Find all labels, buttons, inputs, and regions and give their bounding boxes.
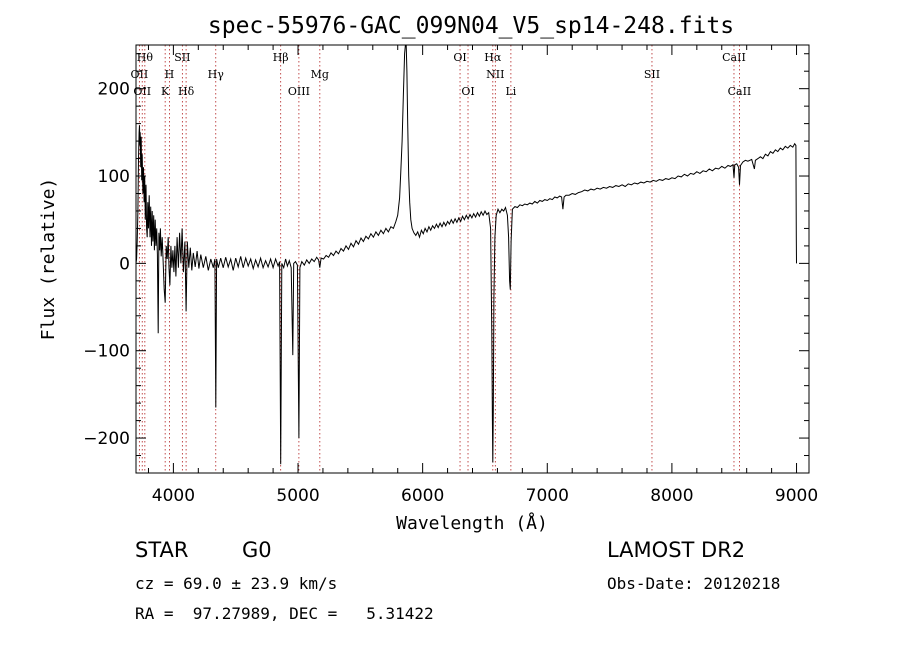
x-axis-label: Wavelength (Å) — [396, 512, 548, 534]
x-tick-label: 9000 — [775, 486, 818, 506]
x-tick-label: 8000 — [650, 486, 693, 506]
marker-label: Hδ — [178, 85, 195, 98]
marker-label: Hγ — [208, 68, 225, 81]
marker-label: Hθ — [137, 51, 154, 64]
marker-label: Hα — [484, 51, 502, 64]
y-axis-label: Flux (relative) — [38, 178, 59, 341]
survey-name: LAMOST DR2 — [607, 538, 746, 562]
object-class: STAR — [135, 538, 189, 562]
y-tick-label: 200 — [98, 80, 130, 100]
marker-label: Hβ — [273, 51, 289, 64]
marker-label: SII — [174, 51, 190, 64]
observation-date: Obs-Date: 20120218 — [607, 574, 781, 593]
marker-label: SII — [644, 68, 660, 81]
marker-label: OIII — [288, 85, 310, 98]
x-tick-label: 6000 — [401, 486, 444, 506]
spectrum-line — [135, 44, 797, 465]
axis-ticks: 4000 5000 6000 7000 8000 9000 −200 −100 0 100 200 — [83, 45, 818, 506]
marker-label: H — [165, 68, 175, 81]
ra-dec: RA = 97.27989, DEC = 5.31422 — [135, 604, 434, 623]
marker-label: OII — [131, 68, 149, 81]
y-tick-label: 100 — [98, 167, 130, 187]
y-tick-label: −200 — [83, 429, 130, 449]
marker-label: OI — [453, 51, 466, 64]
marker-label: K — [161, 85, 170, 98]
marker-label: OI — [461, 85, 474, 98]
line-markers: OIIOIIHθKHSIIHδHγHβOIIIMgOIOIHαNIILiSIIC… — [131, 45, 752, 473]
marker-label: NII — [486, 68, 504, 81]
marker-label: Mg — [311, 68, 329, 81]
y-tick-label: −100 — [83, 342, 130, 362]
x-tick-label: 7000 — [526, 486, 569, 506]
x-tick-label: 4000 — [152, 486, 195, 506]
x-tick-label: 5000 — [276, 486, 319, 506]
plot-frame — [135, 44, 810, 474]
redshift-velocity: cz = 69.0 ± 23.9 km/s — [135, 574, 338, 593]
chart-title: spec-55976-GAC_099N04_V5_sp14-248.fits — [208, 13, 734, 39]
marker-label: Li — [505, 85, 516, 98]
marker-label: CaII — [728, 85, 752, 98]
y-tick-label: 0 — [119, 254, 130, 274]
marker-label: CaII — [722, 51, 746, 64]
object-subclass: G0 — [242, 538, 272, 562]
